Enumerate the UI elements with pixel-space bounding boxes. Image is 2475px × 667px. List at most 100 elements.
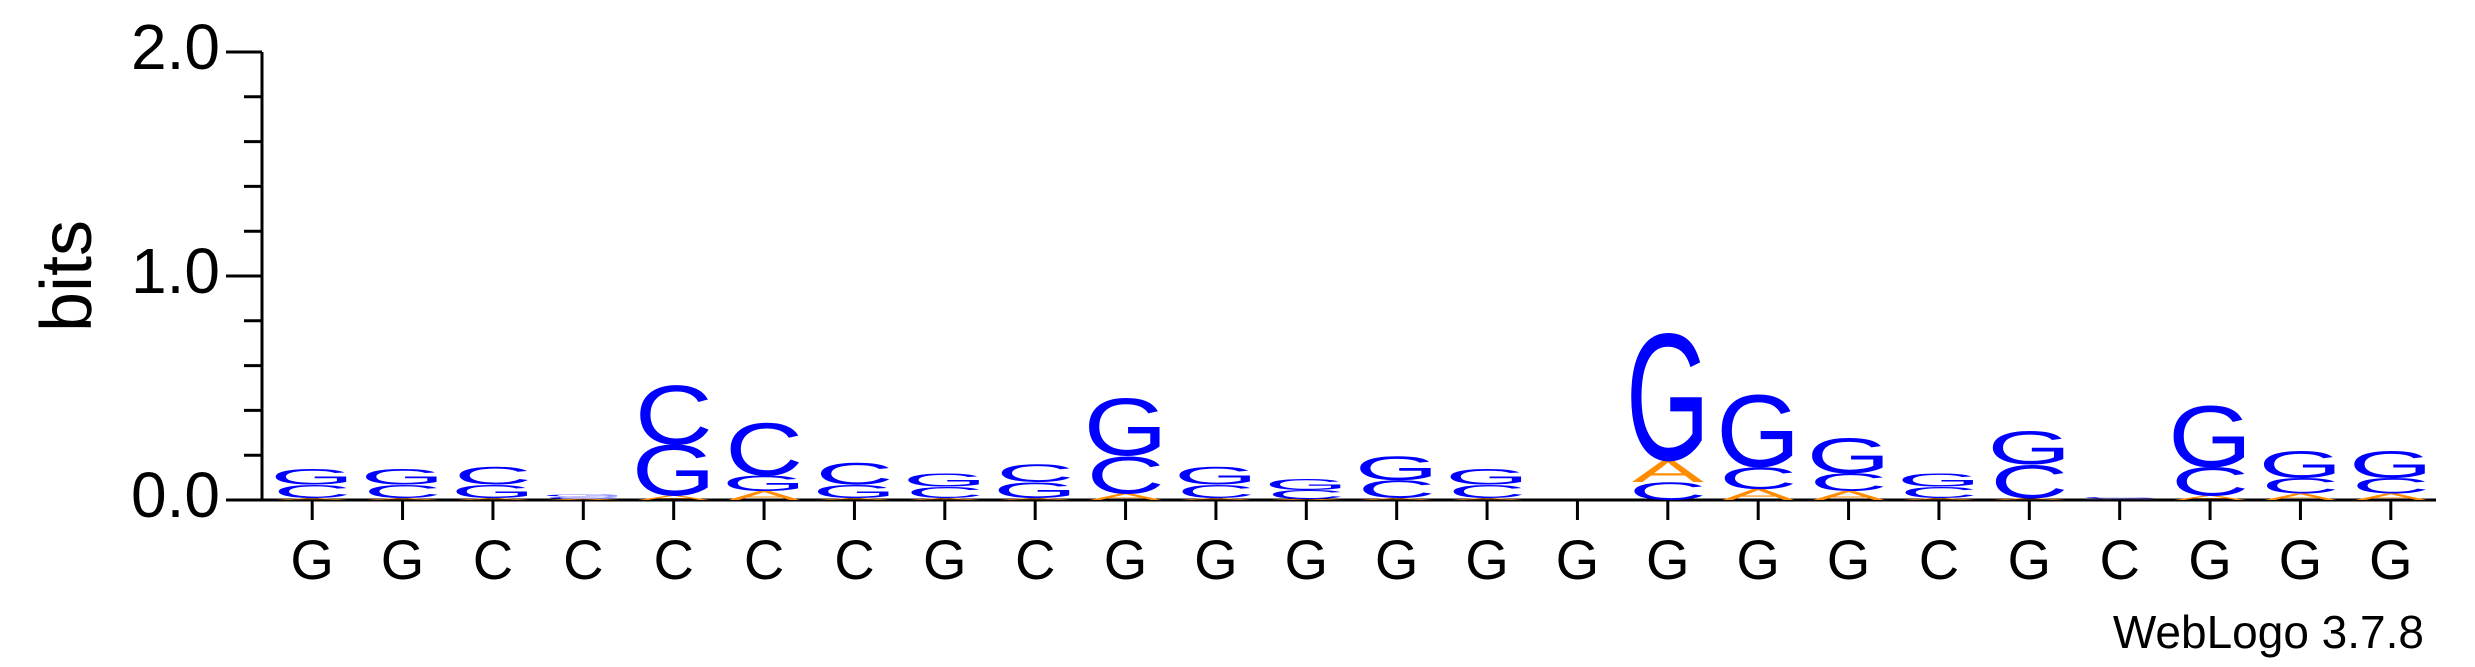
x-tick-label: G [1194, 528, 1238, 591]
x-tick-label: G [1827, 528, 1871, 591]
logo-letter: G [1807, 428, 1891, 484]
x-tick-label: G [381, 528, 425, 591]
x-tick-label: G [290, 528, 334, 591]
logo-letter: C [1990, 455, 2068, 507]
logo-letter: A [638, 494, 710, 501]
logo-letter: C [2261, 473, 2339, 498]
x-tick-label: G [1375, 528, 1419, 591]
logo-letter: A [1813, 489, 1886, 503]
logo-letter: A [1903, 497, 1975, 500]
x-tick-label: G [1285, 528, 1329, 591]
logo-letter: A [276, 497, 348, 500]
logo-letter: A [1632, 454, 1704, 489]
logo-letter: G [903, 470, 987, 491]
logo-letter: A [1722, 486, 1795, 503]
x-tick-label: G [2008, 528, 2052, 591]
logo-letter: C [1629, 477, 1707, 505]
logo-letter: G [270, 464, 354, 489]
logo-letter: A [818, 497, 890, 500]
logo-letter: C [815, 456, 893, 491]
x-tick-label: C [834, 528, 874, 591]
logo-letter: A [2084, 499, 2156, 500]
logo-letter: A [2355, 492, 2427, 502]
logo-letter: A [1090, 492, 1162, 502]
logo-letter: C [1267, 488, 1345, 502]
logo-letter: A [999, 497, 1071, 500]
x-tick-label: C [1919, 528, 1959, 591]
logo-letter: A [909, 497, 981, 500]
logo-letter: G [632, 431, 716, 511]
logo-letter: G [1716, 374, 1800, 489]
logo-letter: C [906, 484, 984, 501]
x-tick-label: C [563, 528, 603, 591]
logo-letter: G [1355, 448, 1439, 487]
x-tick-label: C [473, 528, 513, 591]
logo-letter: G [1445, 464, 1529, 489]
logo-letter: C [1358, 475, 1436, 503]
logo-letter: C [544, 496, 622, 499]
x-tick-label: G [2279, 528, 2323, 591]
logo-letter: C [1900, 484, 1978, 501]
logo-letter: C [2081, 497, 2159, 499]
x-tick-label: C [1015, 528, 1055, 591]
x-tick-label: G [1465, 528, 1509, 591]
logo-letter: A [2264, 492, 2336, 502]
y-tick-label: 0.0 [131, 459, 220, 531]
x-tick-label: G [1736, 528, 1780, 591]
logo-letter: A [1180, 497, 1252, 500]
logo-letter: C [273, 481, 351, 502]
y-axis-label: bits [27, 220, 107, 332]
logo-letter: A [367, 497, 439, 500]
logo-letter: G [1626, 296, 1710, 499]
logo-letter: G [993, 478, 1077, 503]
x-tick-label: G [1556, 528, 1600, 591]
footer: WebLogo 3.7.8 [2113, 606, 2424, 658]
logo-letter: G [2168, 387, 2252, 485]
logo-letter: C [635, 367, 713, 462]
logo-letter: C [364, 481, 442, 502]
logo-letter: C [725, 408, 803, 492]
logo-letter: C [1719, 460, 1797, 495]
logo-letter: A [1361, 497, 1433, 500]
logo-letter: G [722, 471, 806, 496]
logo-letter: C [1810, 468, 1888, 496]
logo-letter: C [1177, 481, 1255, 502]
y-tick-label: 2.0 [131, 11, 220, 83]
logo-letter: G [1264, 476, 1348, 493]
x-tick-label: C [2099, 528, 2139, 591]
logo-letter: A [1451, 497, 1523, 500]
logo-letter: A [728, 489, 801, 503]
logo-letter: A [1993, 497, 2065, 500]
logo-letter: C [454, 462, 532, 490]
x-tick-label: G [2188, 528, 2232, 591]
logo-letter: G [541, 494, 625, 497]
x-tick-label: G [2369, 528, 2413, 591]
x-tick-label: G [1646, 528, 1690, 591]
logo-letter: C [2352, 473, 2430, 498]
logo-letter: G [2078, 498, 2162, 499]
logo-letter: C [996, 459, 1074, 487]
logo-letter: G [2349, 444, 2433, 486]
logo-letter: G [2258, 444, 2342, 486]
logo-letter: C [2171, 459, 2249, 504]
logo-letter: C [1087, 446, 1165, 505]
x-tick-label: G [1104, 528, 1148, 591]
x-tick-label: C [744, 528, 784, 591]
logo-letter: A [2174, 494, 2246, 501]
logo-letter: A [1270, 499, 1342, 501]
logo-letter: G [812, 481, 896, 502]
logo-letter: C [1448, 481, 1526, 502]
logo-letter: G [1084, 382, 1168, 473]
logo-letter: A [547, 499, 619, 501]
logo-letter: A [457, 497, 529, 500]
logo-letter: G [451, 481, 535, 502]
logo-letter: G [1174, 462, 1258, 490]
logo-letter: G [1987, 422, 2071, 474]
x-tick-label: C [653, 528, 693, 591]
x-tick-label: G [923, 528, 967, 591]
logo-letter: G [361, 464, 445, 489]
logo-letter: G [1897, 470, 1981, 491]
y-tick-label: 1.0 [131, 235, 220, 307]
